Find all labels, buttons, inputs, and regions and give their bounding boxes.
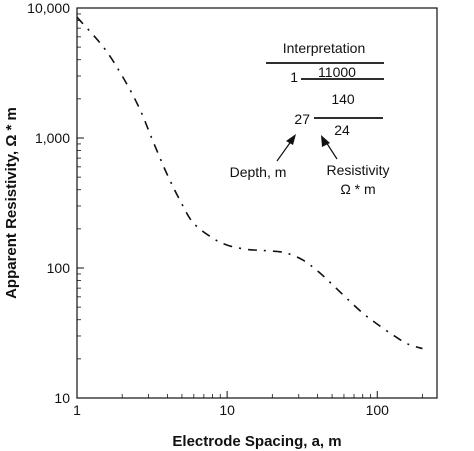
depth-arrow [276,139,293,162]
series-line [76,16,423,350]
layer1-depth: 1 [290,69,298,85]
depth-arrow-head [286,134,296,145]
plot-area [76,7,438,399]
y-tick-label: 1,000 [35,130,70,146]
x-tick-label: 1 [73,402,81,418]
y-axis-title: Apparent Resistivity, Ω * m [3,107,20,299]
y-axis: 10 100 1,000 10,000 [27,0,84,406]
resistivity-arrow [325,141,338,160]
y-tick-label: 10 [54,390,70,406]
layer3-resistivity: 24 [334,122,350,138]
x-axis-title: Electrode Spacing, a, m [172,433,341,450]
layer2-depth: 27 [294,111,310,127]
x-tick-label: 10 [219,402,235,418]
resistivity-arrow-head [321,135,330,147]
resistivity-unit-label: Ω * m [340,181,375,197]
interpretation-legend: Interpretation 1 11000 140 27 24 Depth, … [230,40,390,197]
x-tick-label: 100 [366,402,390,418]
layer2-resistivity: 140 [331,91,355,107]
interpretation-label: Interpretation [283,40,366,56]
resistivity-label: Resistivity [326,162,389,178]
y-tick-label: 10,000 [27,0,70,16]
y-tick-label: 100 [47,260,71,276]
layer1-resistivity: 11000 [318,64,356,80]
depth-label: Depth, m [230,164,287,180]
x-axis: 1 10 100 [73,391,423,418]
